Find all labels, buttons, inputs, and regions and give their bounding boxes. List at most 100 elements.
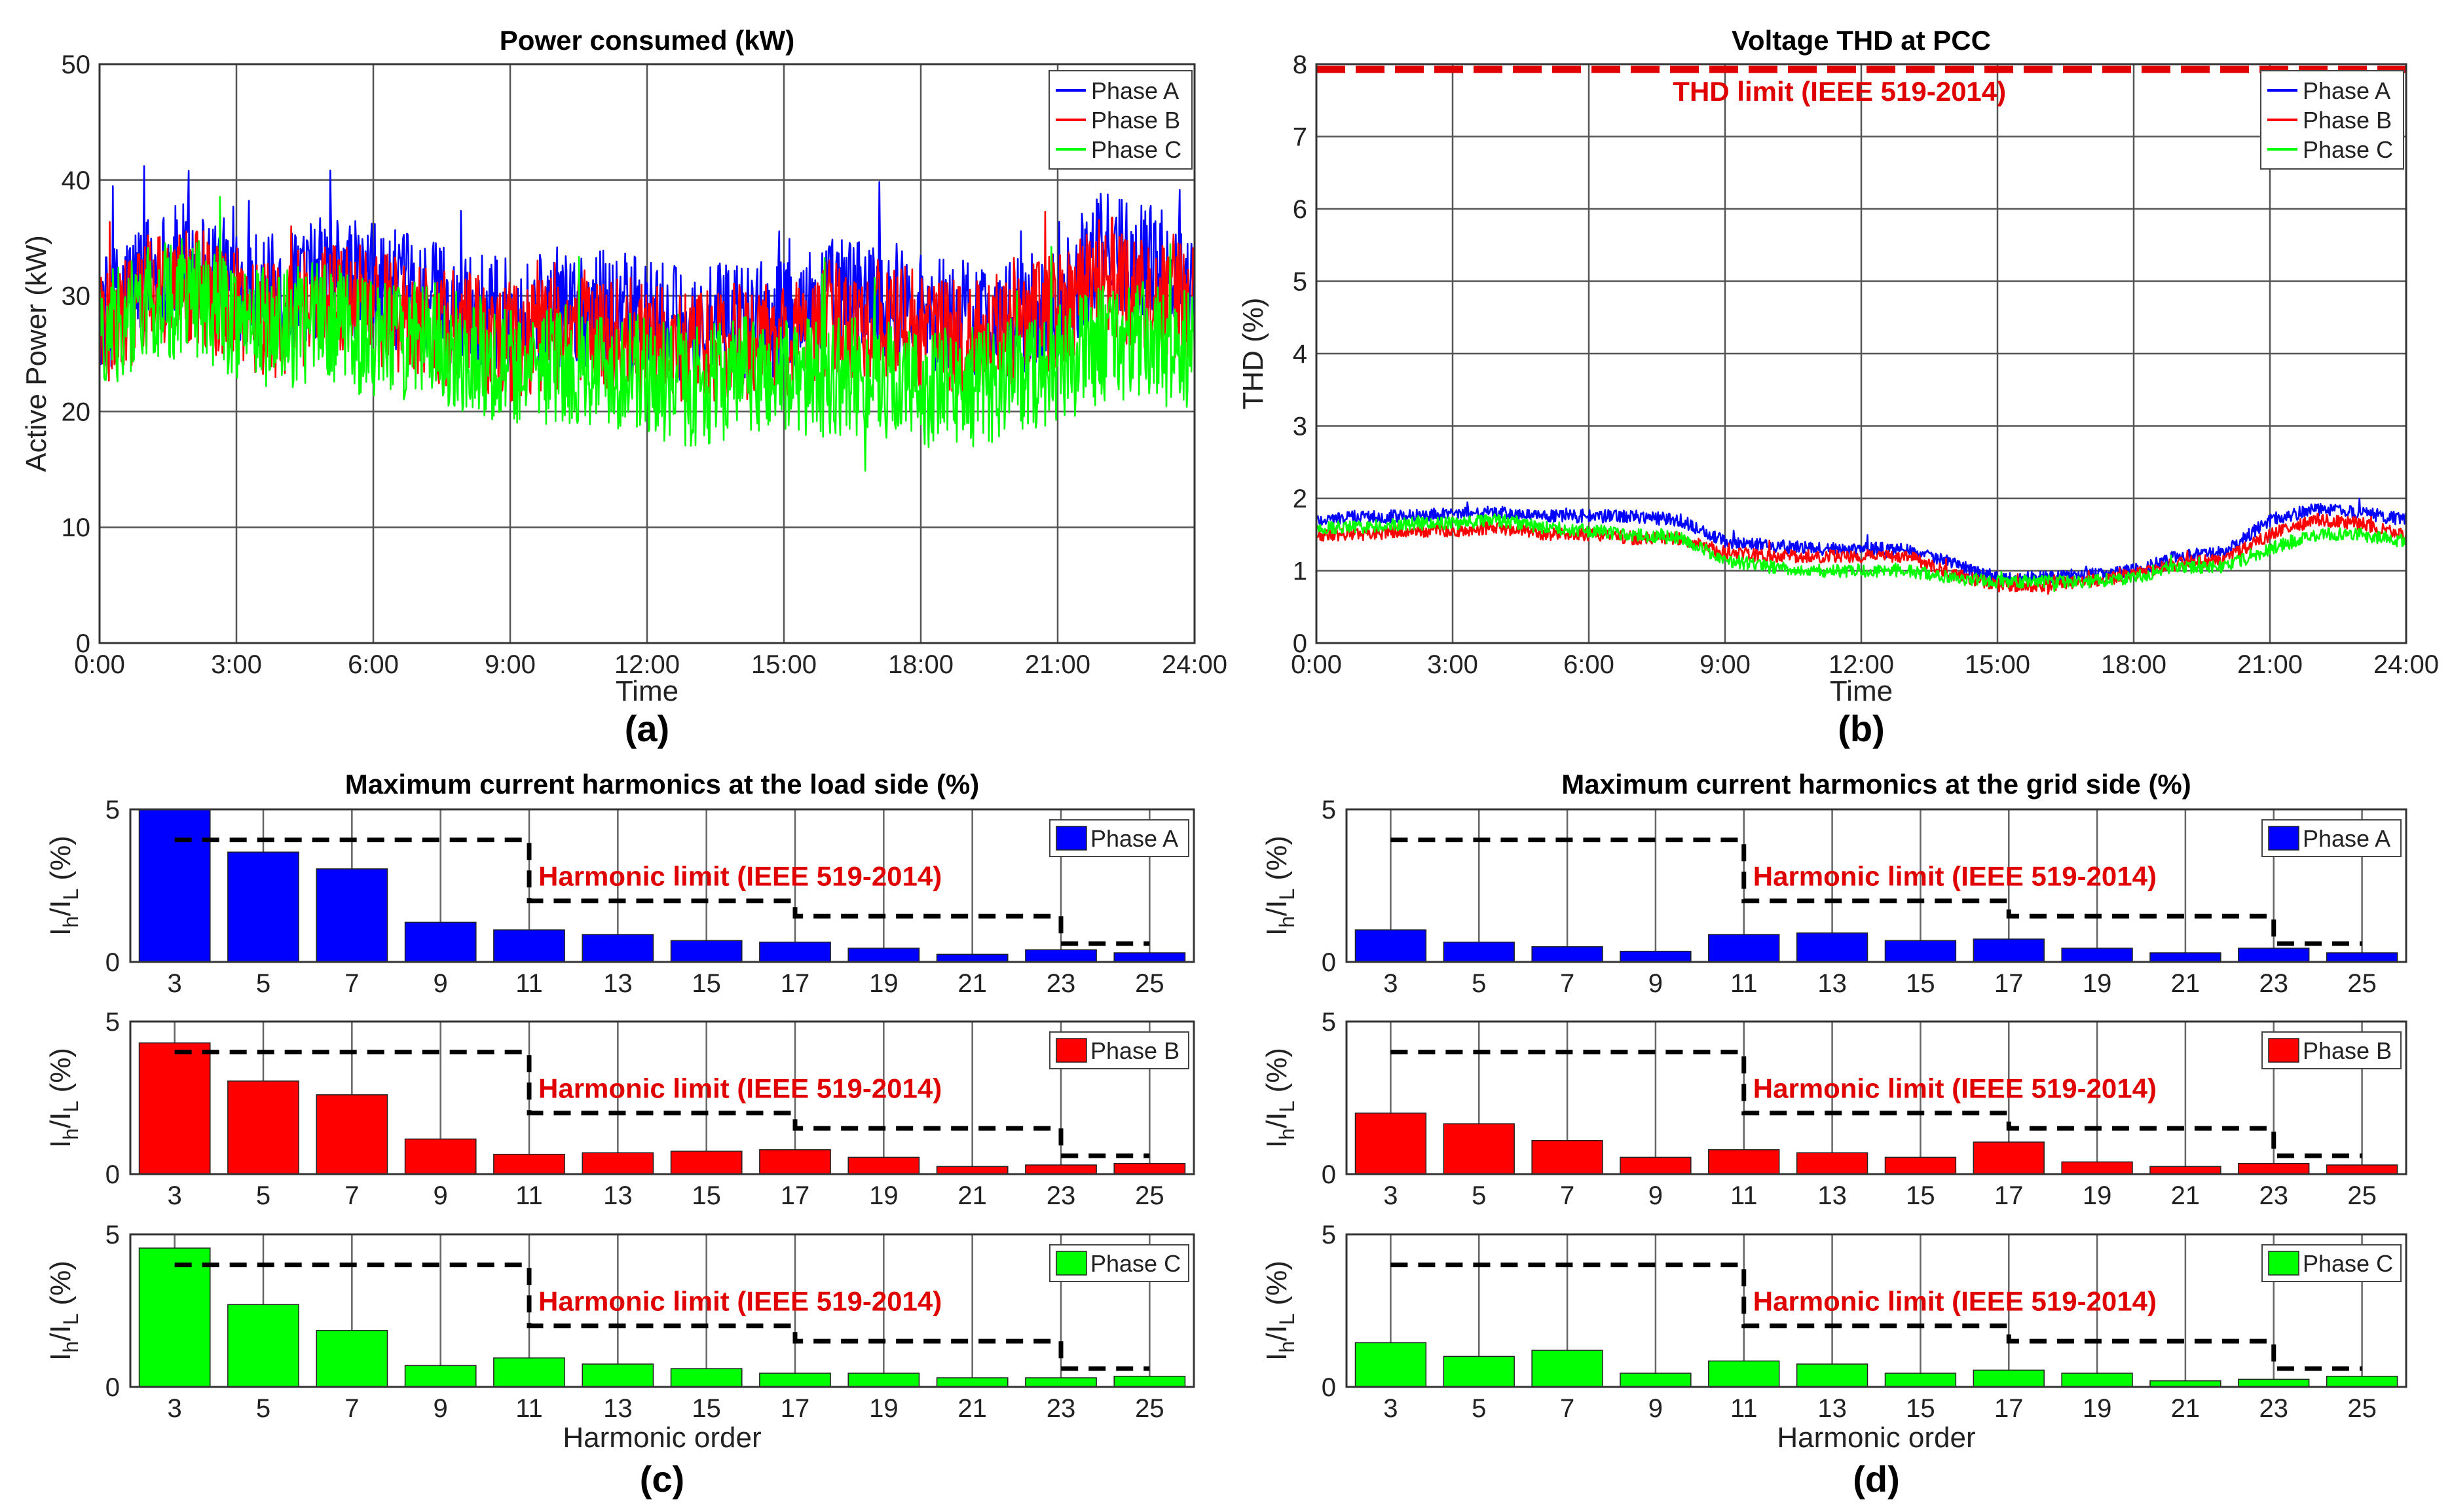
x-tick-label: 11 [515,1181,543,1210]
x-tick-label: 17 [1994,1394,2024,1423]
x-tick-label: 21:00 [1025,650,1090,679]
x-tick-label: 21 [957,1181,987,1210]
x-tick-label: 15 [1906,969,1935,998]
x-tick-label: 15 [1906,1394,1935,1423]
y-axis-label: Ih/IL (%) [1261,1048,1299,1148]
x-tick-label: 15:00 [1965,650,2030,679]
x-tick-label: 18:00 [888,650,954,679]
legend-label: Phase B [1091,107,1180,134]
harmonic-limit-label: Harmonic limit (IEEE 519-2014) [538,861,942,892]
x-tick-label: 9 [434,1181,448,1210]
bar-h13 [582,1363,654,1388]
y-tick-label: 7 [1293,123,1307,152]
y-axis-label: Active Power (kW) [20,235,52,472]
y-axis-label-part: (%) [45,836,77,889]
bar-h19 [2061,948,2133,963]
y-axis-label-part: h [1275,1128,1299,1140]
bar-h17 [759,1149,831,1175]
bar-h11 [493,929,565,963]
x-tick-label: 15 [692,969,721,998]
y-axis-label-part: (%) [1261,1261,1293,1314]
plot-frame [1345,1233,2407,1388]
y-axis-label: Ih/IL (%) [45,836,83,936]
x-tick-label: 23 [1047,1181,1076,1210]
x-tick-label: 19 [869,1181,899,1210]
x-tick-label: 25 [1135,969,1164,998]
bar-h19 [847,948,920,963]
bar-h13 [1796,932,1868,963]
x-tick-label: 5 [1472,1394,1486,1423]
bar-h3 [138,809,211,963]
bar-h3 [138,1247,211,1388]
chart-panel-c: 3 5 7 9 11 13 15 17 19 21 23 25 Harmonic limit (IEEE… [45,769,1195,1500]
x-tick-label: 19 [869,1394,899,1423]
x-tick-label: 6:00 [348,650,399,679]
bar-h9 [1620,950,1692,963]
x-tick-label: 25 [2347,969,2377,998]
bar-h11 [493,1153,565,1175]
panel-label: (b) [1838,708,1885,749]
y-axis-label: THD (%) [1237,297,1269,409]
x-tick-label: 6:00 [1563,650,1614,679]
x-tick-label: 9 [1648,1181,1663,1210]
y-axis-label-part: /I [1261,1325,1293,1340]
legend-swatch [1056,1038,1087,1063]
panel-label: (d) [1853,1458,1900,1500]
bar-h5 [227,1304,299,1388]
y-axis-label-part: h [59,1341,83,1353]
y-tick-label: 0 [76,629,90,658]
x-tick-label: 25 [2347,1181,2377,1210]
bar-h11 [1708,1360,1780,1388]
legend-swatch [1056,826,1087,851]
x-tick-label: 23 [1047,1394,1076,1423]
bar-h7 [1531,946,1603,963]
y-tick-label: 0 [1322,1160,1336,1189]
bar-row-phase-c: 3 5 7 9 11 13 15 17 19 21 23 25 Harmonic limit (IEEE… [1261,1221,2407,1423]
y-axis-label-part: L [1275,889,1299,900]
y-tick-label: 5 [1322,1221,1336,1249]
y-axis-label-part: h [1275,1341,1299,1353]
x-tick-label: 21 [2171,1394,2201,1423]
harmonic-limit-label: Harmonic limit (IEEE 519-2014) [1753,861,2157,892]
harmonic-limit-line [174,838,1150,946]
x-tick-label: 0:00 [74,650,125,679]
x-tick-label: 21 [957,1394,987,1423]
x-tick-label: 21:00 [2237,650,2303,679]
panel-label: (c) [640,1458,684,1500]
y-axis-label: Ih/IL (%) [45,1048,83,1148]
x-tick-label: 24:00 [2373,650,2439,679]
harmonic-limit-line [1390,1263,2362,1371]
bar-h23 [2238,1378,2310,1388]
bar-h7 [316,1094,388,1175]
x-tick-label: 7 [1560,969,1574,998]
x-tick-label: 3 [1383,969,1398,998]
y-axis-label-part: /I [45,1112,77,1128]
series-line-phase-b [1315,513,2407,595]
legend-label: Phase C [2303,136,2393,163]
bar-h3 [138,1042,211,1175]
legend-label: Phase A [2303,77,2390,104]
y-axis-label-part: L [59,889,83,900]
y-axis-label-part: h [1275,916,1299,928]
chart-panel-a: 0:00 3:00 6:00 9:00 12:00 15:00 18:00 21:00 24:0… [20,25,1227,749]
y-axis-label: Ih/IL (%) [1261,1261,1299,1361]
bar-h15 [670,940,743,963]
x-axis-label: Harmonic order [1777,1422,1975,1454]
x-tick-label: 3:00 [211,650,262,679]
bar-h17 [1973,1141,2045,1175]
x-tick-label: 7 [1560,1394,1574,1423]
x-tick-label: 15 [692,1181,721,1210]
bar-h25 [1113,952,1186,963]
y-tick-label: 20 [62,397,91,426]
y-axis-label: Ih/IL (%) [1261,836,1299,936]
y-axis-label-part: /I [1261,1112,1293,1128]
bar-h13 [1796,1152,1868,1175]
bar-h3 [1354,1342,1427,1388]
bar-h13 [582,1152,654,1175]
x-tick-label: 5 [1472,1181,1486,1210]
bar-h15 [1884,940,1957,963]
y-tick-label: 5 [105,796,120,824]
x-axis-label: Harmonic order [563,1422,761,1454]
x-tick-label: 5 [256,969,270,998]
x-tick-label: 21 [957,969,987,998]
